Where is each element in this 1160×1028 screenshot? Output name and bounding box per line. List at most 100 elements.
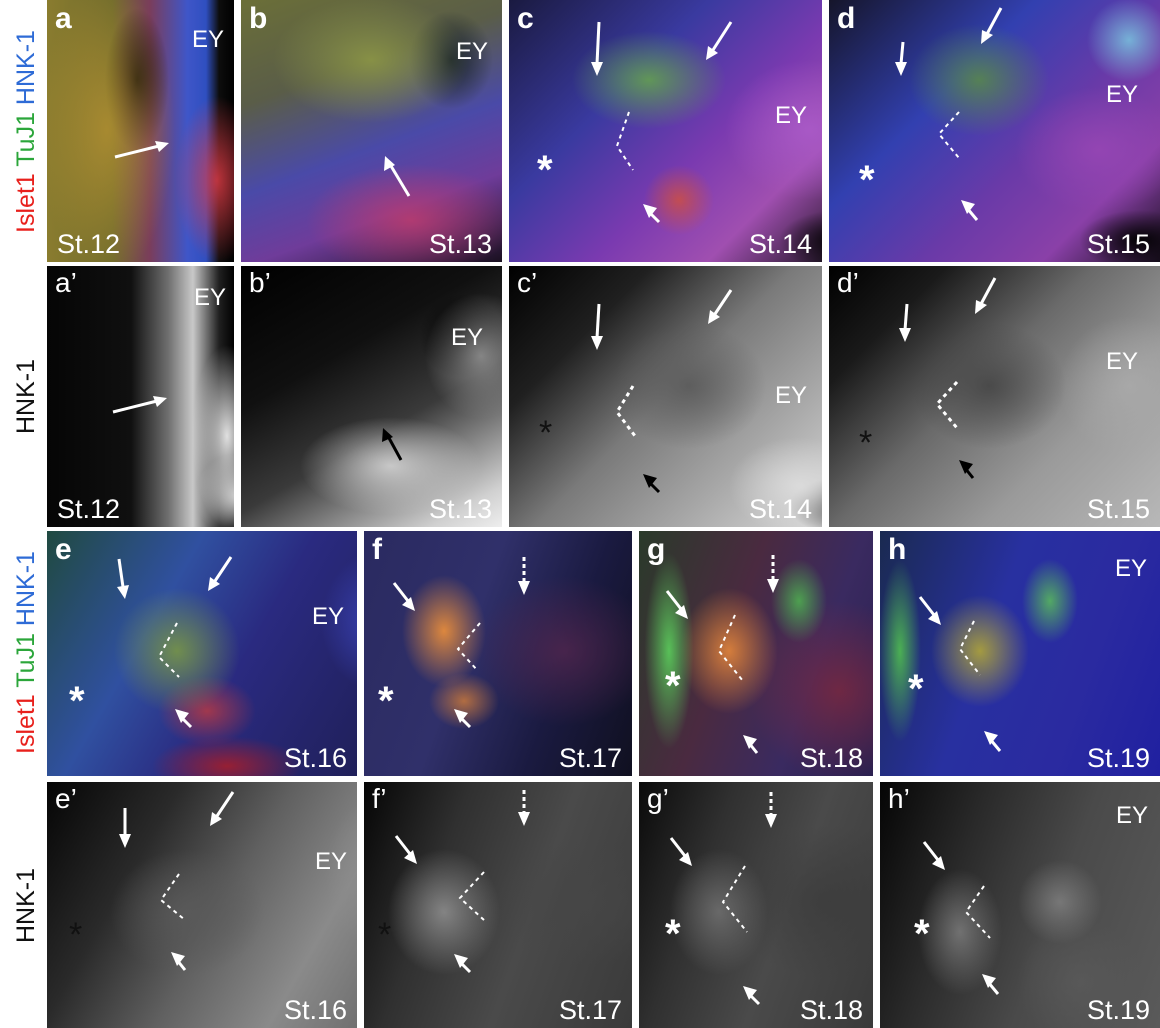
panel-g-annotations xyxy=(665,555,779,754)
stage-label: St.18 xyxy=(799,743,863,773)
hnk1-label: HNK-1 xyxy=(11,867,40,943)
asterisk-marker: * xyxy=(665,664,681,708)
stage-label: St.15 xyxy=(1086,229,1150,259)
panel-c-annotations xyxy=(591,21,733,224)
panel-c-prime-annotations xyxy=(591,289,733,494)
stage-label: St.12 xyxy=(57,229,121,259)
eye-label: EY xyxy=(456,38,489,65)
row3-channel-label: Islet1 TuJ1 HNK-1 xyxy=(6,530,46,775)
panel-c: c EY * St.14 xyxy=(509,0,822,262)
stage-label: St.14 xyxy=(748,494,812,524)
row4-channel-label: HNK-1 xyxy=(6,782,46,1028)
asterisk-marker: * xyxy=(378,916,392,954)
stage-label: St.13 xyxy=(428,494,492,524)
asterisk-marker: * xyxy=(539,414,553,452)
panel-e-prime: e’ EY * St.16 xyxy=(47,782,357,1028)
stage-label: St.16 xyxy=(283,743,347,773)
asterisk-marker: * xyxy=(537,148,553,192)
panel-letter: b’ xyxy=(249,267,271,298)
panel-letter: a’ xyxy=(55,267,77,298)
panel-d: d EY * St.15 xyxy=(829,0,1160,262)
panel-h-prime: h’ EY * St.19 xyxy=(880,782,1160,1028)
asterisk-marker: * xyxy=(914,912,930,956)
panel-d-prime: d’ EY * St.15 xyxy=(829,266,1160,527)
panel-a-prime: a’ EY St.12 xyxy=(47,266,234,527)
panel-a: a EY St.12 xyxy=(47,0,234,262)
stage-label: St.17 xyxy=(558,743,622,773)
asterisk-marker: * xyxy=(69,679,85,723)
panel-f-prime: f’ * St.17 xyxy=(364,782,632,1028)
stage-label: St.14 xyxy=(748,229,812,259)
eye-label: EY xyxy=(1116,802,1149,829)
panel-b-annotations xyxy=(384,156,411,197)
tuj1-label: TuJ1 xyxy=(11,111,40,167)
panel-g-prime: g’ * St.18 xyxy=(639,782,873,1028)
hnk1-label: HNK-1 xyxy=(11,551,40,627)
eye-label: EY xyxy=(312,603,345,630)
asterisk-marker: * xyxy=(908,667,924,711)
asterisk-marker: * xyxy=(859,424,873,462)
panel-c-prime: c’ EY * St.14 xyxy=(509,266,822,527)
panel-a-annotations xyxy=(114,141,169,159)
eye-label: EY xyxy=(192,26,225,53)
panel-g: g * St.18 xyxy=(639,531,873,776)
panel-letter: e xyxy=(55,533,72,566)
eye-label: EY xyxy=(1115,555,1148,582)
stage-label: St.18 xyxy=(799,995,863,1025)
panel-f: f * St.17 xyxy=(364,531,632,776)
eye-label: EY xyxy=(194,284,227,311)
panel-h-prime-annotations xyxy=(922,841,1000,995)
panel-e-annotations xyxy=(117,556,233,729)
panel-letter: c’ xyxy=(517,267,538,298)
stage-label: St.15 xyxy=(1086,494,1150,524)
panel-letter: d xyxy=(837,2,856,35)
panel-e: e EY * St.16 xyxy=(47,531,357,776)
panel-letter: g’ xyxy=(647,783,669,814)
panel-b-prime-annotations xyxy=(382,428,403,461)
hnk1-label: HNK-1 xyxy=(11,29,40,105)
panel-b-prime: b’ EY St.13 xyxy=(241,266,502,527)
row2-channel-label: HNK-1 xyxy=(6,265,46,527)
panel-h: h EY * St.19 xyxy=(880,531,1160,776)
panel-letter: e’ xyxy=(55,783,77,814)
tuj1-label: TuJ1 xyxy=(11,633,40,688)
eye-label: EY xyxy=(775,382,808,409)
eye-label: EY xyxy=(1106,348,1139,375)
islet1-label: Islet1 xyxy=(11,694,40,754)
panel-letter: c xyxy=(517,2,534,35)
panel-e-prime-annotations xyxy=(119,791,235,971)
panel-g-prime-annotations xyxy=(669,792,777,1006)
stage-label: St.13 xyxy=(428,229,492,259)
panel-letter: g xyxy=(647,533,666,566)
eye-label: EY xyxy=(315,848,348,875)
eye-label: EY xyxy=(451,324,484,351)
asterisk-marker: * xyxy=(378,679,394,723)
panel-letter: a xyxy=(55,2,72,35)
eye-label: EY xyxy=(1106,81,1139,108)
stage-label: St.16 xyxy=(283,995,347,1025)
panel-a-prime-annotations xyxy=(112,396,167,414)
panel-d-annotations xyxy=(895,7,1003,221)
panel-f-prime-annotations xyxy=(394,790,530,974)
asterisk-marker: * xyxy=(859,158,875,202)
panel-letter: f xyxy=(372,533,382,566)
panel-letter: b xyxy=(249,2,268,35)
panel-f-annotations xyxy=(392,557,530,729)
panel-b: b EY St.13 xyxy=(241,0,502,262)
asterisk-marker: * xyxy=(69,916,83,954)
panel-letter: h xyxy=(888,533,907,566)
eye-label: EY xyxy=(775,102,808,129)
row1-channel-label: Islet1 TuJ1 HNK-1 xyxy=(6,0,46,262)
panel-d-prime-annotations xyxy=(899,277,997,479)
stage-label: St.19 xyxy=(1086,995,1150,1025)
panel-letter: f’ xyxy=(372,783,387,814)
hnk1-label: HNK-1 xyxy=(11,358,40,434)
stage-label: St.19 xyxy=(1086,743,1150,773)
panel-letter: d’ xyxy=(837,267,859,298)
stage-label: St.17 xyxy=(558,995,622,1025)
islet1-label: Islet1 xyxy=(11,172,40,233)
panel-h-annotations xyxy=(918,596,1002,752)
asterisk-marker: * xyxy=(665,912,681,956)
panel-letter: h’ xyxy=(888,783,910,814)
stage-label: St.12 xyxy=(57,494,121,524)
